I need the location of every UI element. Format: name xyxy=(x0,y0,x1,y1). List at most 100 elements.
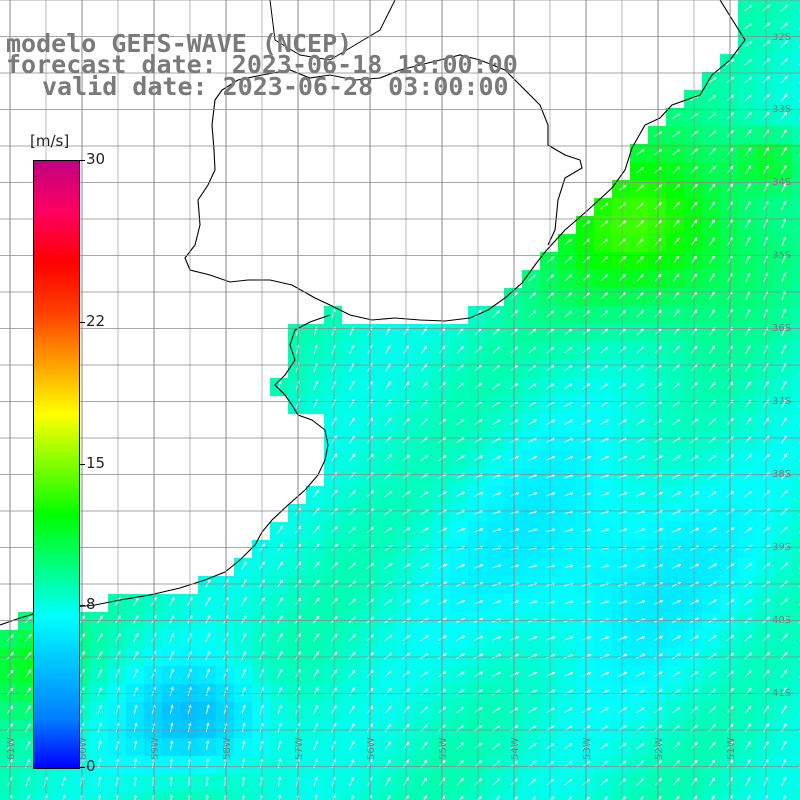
wind-arrow xyxy=(241,614,247,624)
wind-arrow xyxy=(744,544,753,552)
wind-cell xyxy=(792,288,800,306)
wind-arrow xyxy=(708,454,717,462)
wind-arrow xyxy=(528,778,537,786)
wind-arrow xyxy=(546,707,556,713)
wind-cell xyxy=(792,756,800,774)
wind-arrow xyxy=(744,165,751,174)
longitude-label: 57W xyxy=(294,737,305,760)
wind-arrow xyxy=(456,671,465,677)
wind-arrow xyxy=(781,344,787,354)
wind-arrow xyxy=(241,650,247,660)
wind-cell xyxy=(720,792,738,800)
wind-arrow xyxy=(618,671,628,677)
wind-arrow xyxy=(744,22,753,30)
wind-arrow xyxy=(528,419,538,425)
wind-cell xyxy=(792,324,800,342)
wind-arrow xyxy=(600,778,609,786)
wind-arrow xyxy=(744,4,753,12)
wind-arrow xyxy=(636,491,646,497)
wind-arrow xyxy=(97,776,102,787)
wind-arrow xyxy=(636,273,644,282)
wind-arrow xyxy=(348,562,357,570)
wind-arrow xyxy=(349,344,355,354)
wind-cell xyxy=(738,792,756,800)
wind-arrow xyxy=(133,668,139,678)
wind-arrow xyxy=(636,707,645,714)
wind-arrow xyxy=(563,528,574,533)
wind-arrow xyxy=(708,237,715,246)
colorbar-tick-label: 22 xyxy=(86,311,106,330)
longitude-label: 60W xyxy=(78,737,89,760)
wind-arrow xyxy=(205,686,210,696)
wind-cell xyxy=(792,54,800,72)
wind-arrow xyxy=(492,653,502,659)
latitude-labels: 32S 33S 34S 35S 36S 37S 38S 39S 40S 41S xyxy=(772,32,791,699)
wind-cell xyxy=(504,792,522,800)
wind-arrow xyxy=(420,652,429,660)
wind-arrow xyxy=(205,776,209,787)
wind-arrow xyxy=(672,113,681,120)
wind-arrow xyxy=(672,688,681,696)
colorbar-tick xyxy=(79,160,85,161)
wind-arrow xyxy=(61,776,66,787)
wind-arrow xyxy=(672,345,680,354)
wind-arrow xyxy=(564,778,573,786)
wind-arrow xyxy=(781,705,787,714)
longitude-label: 59W xyxy=(150,737,161,760)
wind-arrow xyxy=(745,290,751,300)
wind-arrow xyxy=(600,455,610,461)
wind-arrow xyxy=(564,292,573,300)
wind-arrow xyxy=(780,417,787,426)
wind-arrow xyxy=(672,237,680,246)
wind-arrow xyxy=(205,668,210,678)
wind-arrow xyxy=(708,599,717,605)
wind-arrow xyxy=(781,776,786,786)
wind-arrow xyxy=(744,417,752,426)
wind-arrow xyxy=(617,564,628,569)
wind-arrow xyxy=(456,742,465,750)
wind-arrow xyxy=(313,776,318,787)
wind-arrow xyxy=(169,632,175,642)
wind-arrow xyxy=(24,651,32,660)
wind-arrow xyxy=(708,652,717,660)
wind-cell xyxy=(540,792,558,800)
wind-arrow xyxy=(744,687,752,696)
wind-arrow xyxy=(636,564,646,569)
wind-arrow xyxy=(277,686,283,696)
wind-cell xyxy=(522,792,540,800)
wind-arrow xyxy=(600,654,610,659)
wind-arrow xyxy=(745,201,751,210)
wind-arrow xyxy=(420,491,429,498)
wind-arrow xyxy=(474,491,484,497)
wind-arrow xyxy=(527,600,538,605)
wind-arrow xyxy=(348,526,357,534)
wind-cell xyxy=(486,792,504,800)
wind-arrow xyxy=(348,471,356,480)
wind-arrow xyxy=(384,705,392,714)
wind-arrow xyxy=(672,273,680,282)
wind-arrow xyxy=(709,273,715,282)
wind-arrow xyxy=(206,740,210,751)
wind-arrow xyxy=(781,182,787,192)
wind-arrow xyxy=(349,740,355,750)
wind-arrow xyxy=(708,112,717,120)
wind-arrow xyxy=(780,453,788,462)
wind-arrow xyxy=(781,200,787,210)
wind-arrow xyxy=(780,4,789,12)
wind-arrow xyxy=(564,383,573,390)
wind-arrow xyxy=(636,291,644,300)
wind-arrow xyxy=(277,650,283,660)
wind-arrow xyxy=(133,722,138,733)
longitude-label: 55W xyxy=(438,737,449,760)
wind-arrow xyxy=(708,635,717,642)
wind-arrow xyxy=(780,633,788,642)
latitude-label: 33S xyxy=(772,104,791,115)
wind-arrow xyxy=(708,777,716,786)
wind-arrow xyxy=(708,381,716,390)
wind-arrow xyxy=(636,220,644,228)
wind-arrow xyxy=(474,671,484,677)
wind-arrow xyxy=(618,492,628,497)
wind-arrow xyxy=(564,310,573,318)
wind-arrow xyxy=(348,544,357,552)
